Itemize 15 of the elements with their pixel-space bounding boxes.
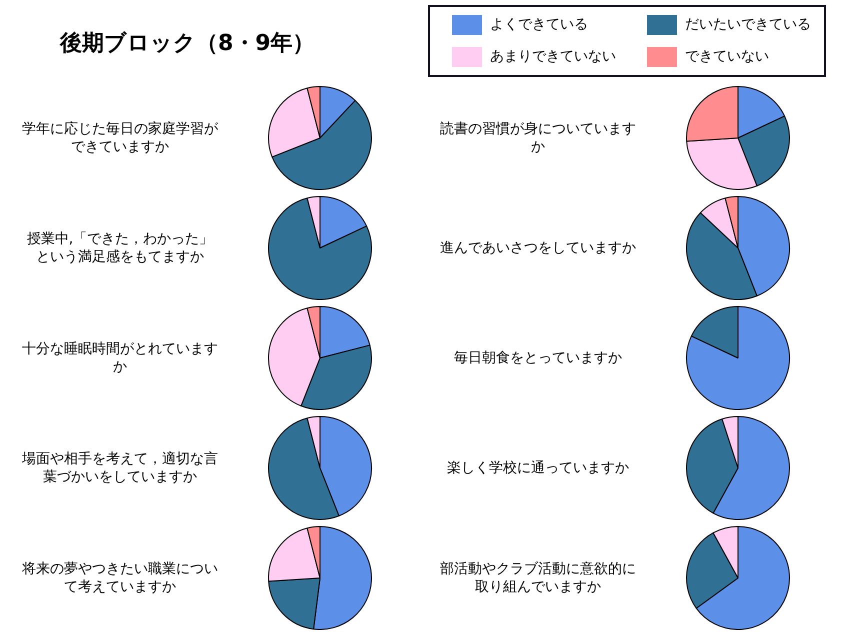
- text: 十分な睡眠時間がとれていますか: [21, 340, 219, 377]
- text: 読書の習慣が身についていますか: [439, 120, 637, 157]
- text: 楽しく学校に通っていますか: [446, 459, 630, 478]
- text: 後期ブロック（8・9年）: [60, 30, 315, 58]
- text: 部活動やクラブ活動に意欲的に取り組んでいますか: [439, 560, 637, 597]
- legend-label: よくできている: [490, 16, 588, 33]
- legend-label: あまりできていない: [490, 48, 616, 65]
- text: 毎日朝食をとっていますか: [453, 349, 623, 368]
- text: 学年に応じた毎日の家庭学習ができていますか: [21, 120, 219, 157]
- text: 進んであいさつをしていますか: [439, 239, 637, 258]
- legend-label: だいたいできている: [685, 16, 811, 33]
- text: 場面や相手を考えて，適切な言葉づかいをしていますか: [21, 450, 219, 487]
- legend-label: できていない: [685, 48, 769, 65]
- text: 授業中,「できた，わかった」という満足感をもてますか: [26, 230, 214, 267]
- text: 将来の夢やつきたい職業について考えていますか: [21, 560, 219, 597]
